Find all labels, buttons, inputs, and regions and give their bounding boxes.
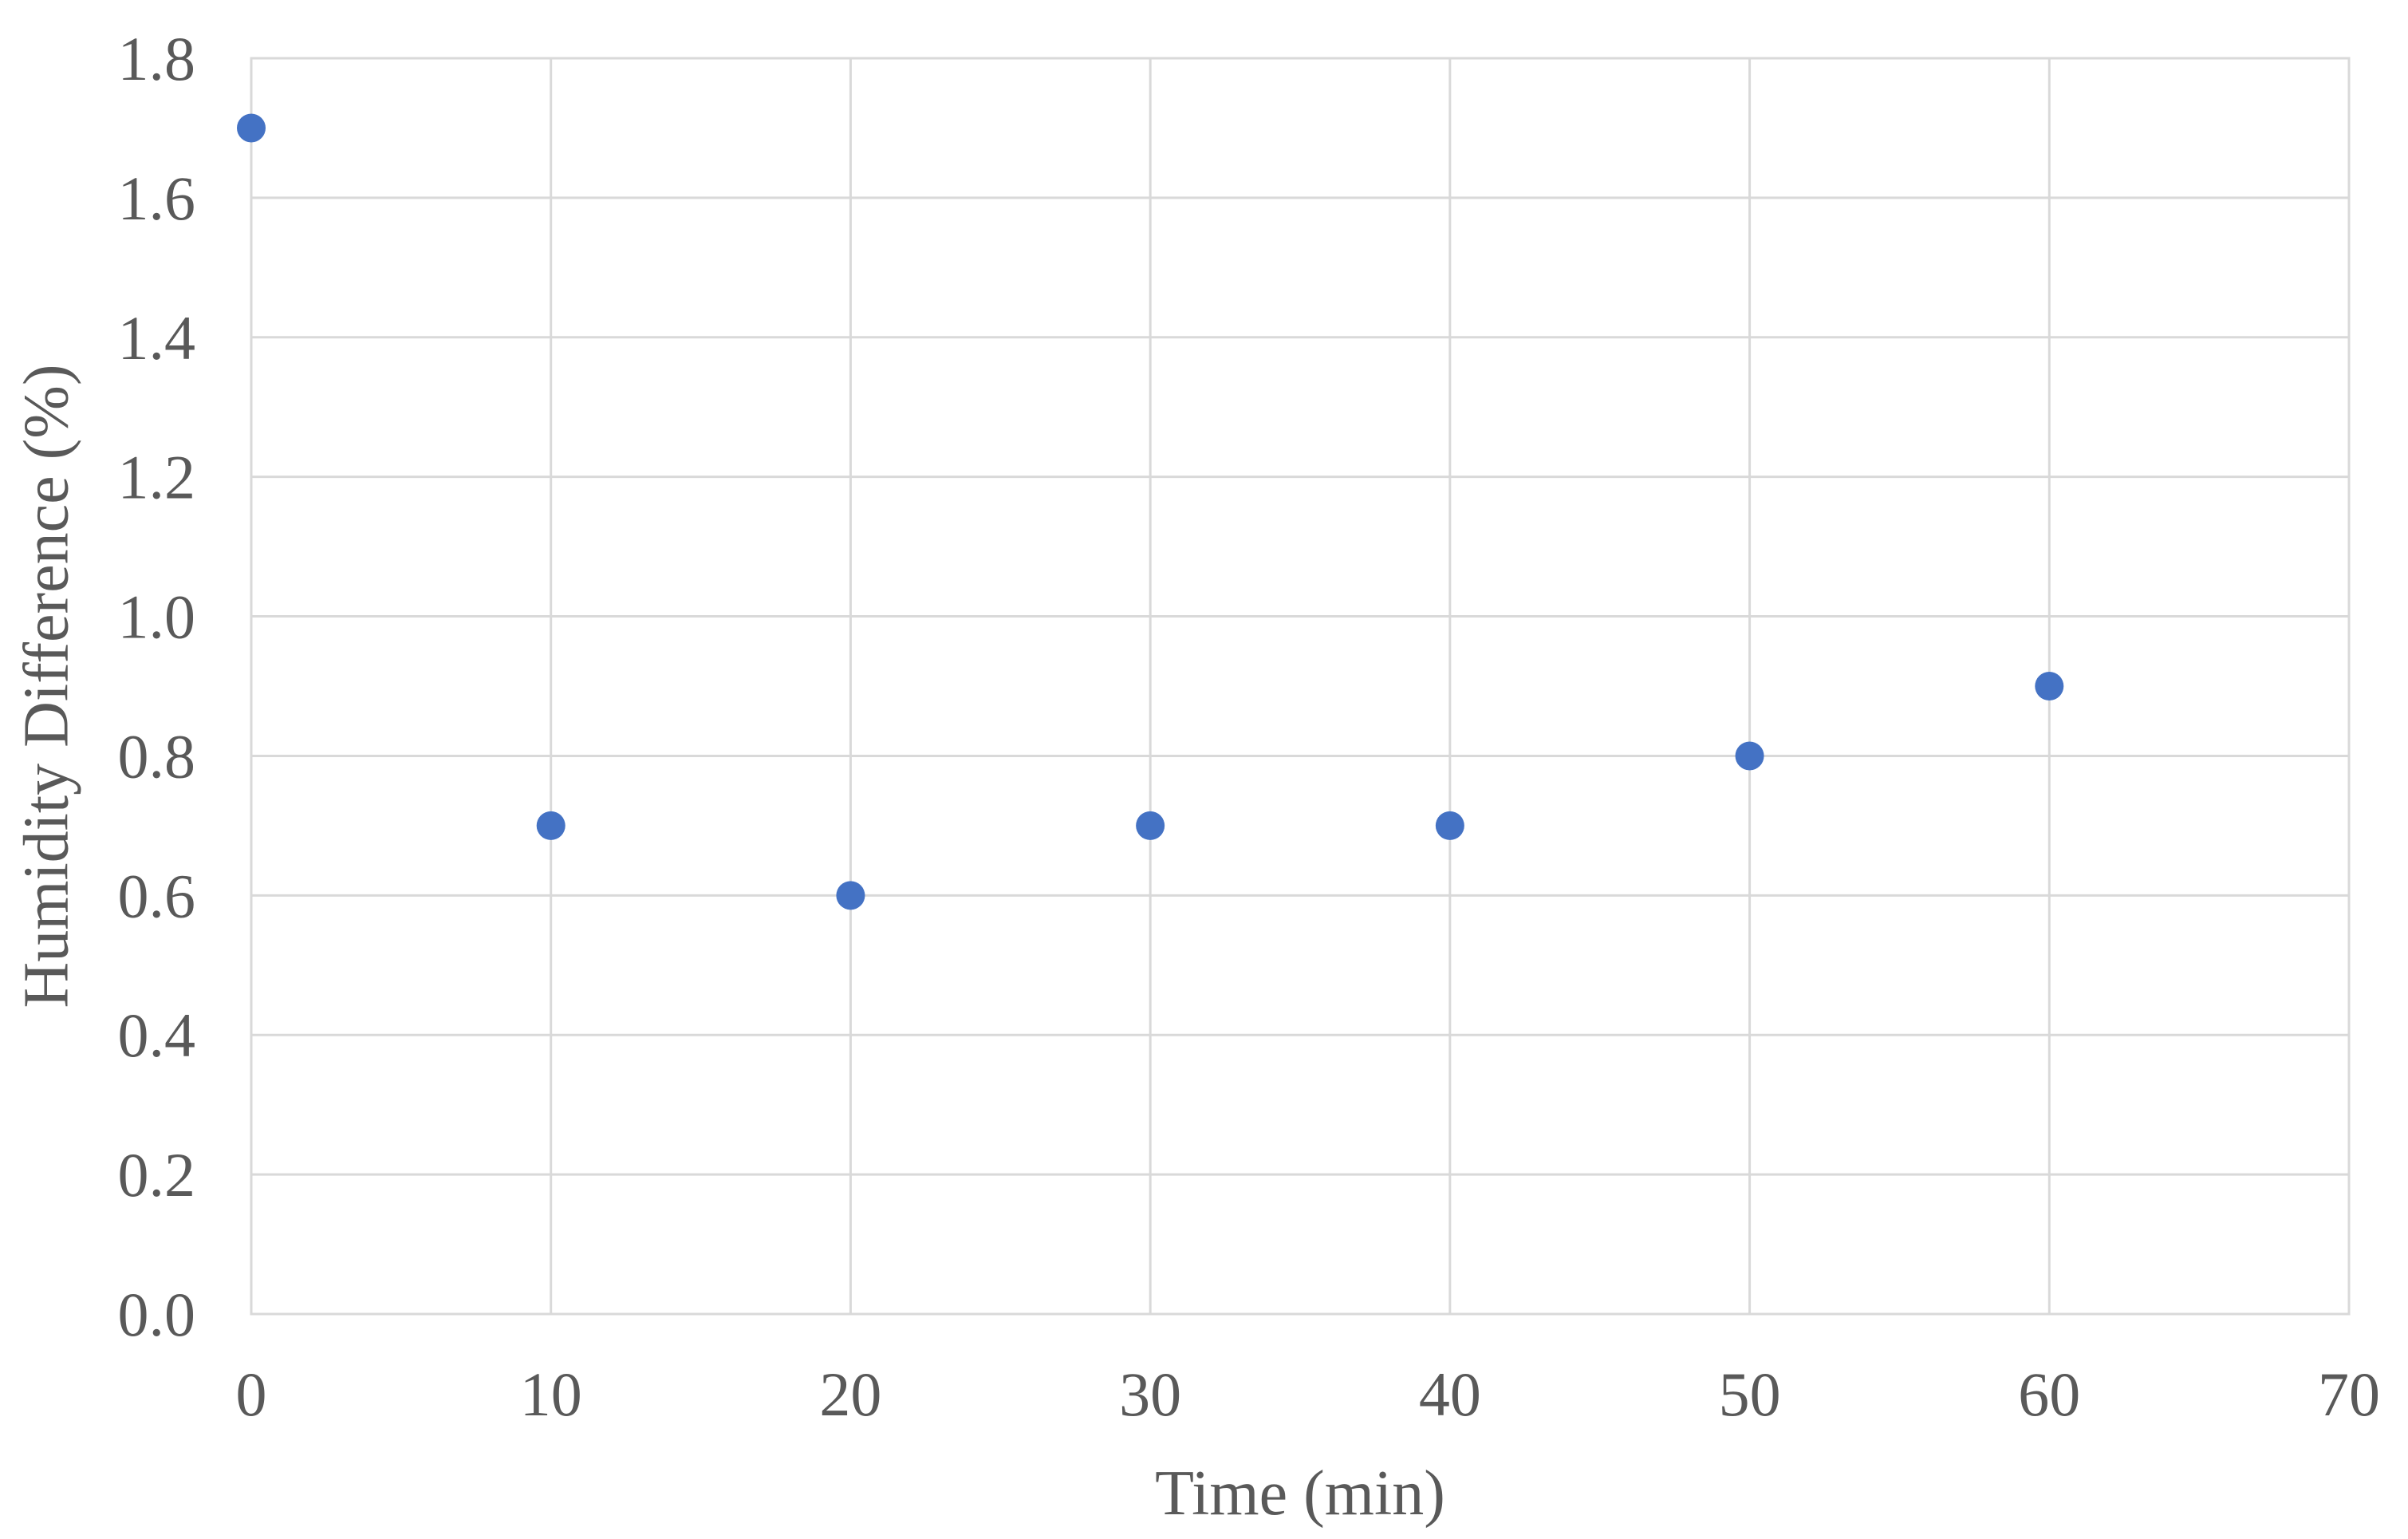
y-tick-label: 0.8 [118, 721, 196, 791]
data-point [836, 881, 865, 910]
data-points [237, 113, 2064, 910]
x-tick-label: 40 [1419, 1359, 1481, 1429]
y-axis-ticks: 0.0 0.2 0.4 0.6 0.8 1.0 1.2 1.4 1.6 1.8 [118, 24, 196, 1349]
y-tick-label: 0.6 [118, 861, 196, 930]
x-tick-label: 20 [819, 1359, 881, 1429]
x-tick-label: 0 [236, 1359, 267, 1429]
data-point [536, 811, 566, 840]
x-axis-ticks: 0 10 20 30 40 50 60 70 [236, 1359, 2381, 1429]
x-tick-label: 70 [2318, 1359, 2380, 1429]
y-tick-label: 1.6 [118, 164, 196, 233]
data-point [237, 113, 266, 143]
y-axis-title: Humidity Difference (%) [11, 364, 81, 1008]
y-tick-label: 1.2 [118, 443, 196, 512]
data-point [2035, 672, 2064, 700]
data-point [1435, 811, 1464, 840]
data-point [1735, 741, 1764, 771]
x-axis-title: Time (min) [1155, 1458, 1445, 1529]
y-tick-label: 1.4 [118, 303, 196, 373]
y-tick-label: 1.8 [118, 24, 196, 93]
y-tick-label: 0.0 [118, 1280, 196, 1349]
x-tick-label: 60 [2018, 1359, 2080, 1429]
y-tick-label: 1.0 [118, 582, 196, 652]
x-tick-label: 50 [1719, 1359, 1781, 1429]
x-tick-label: 30 [1119, 1359, 1181, 1429]
grid-layer [250, 57, 2351, 1316]
data-point [1136, 811, 1165, 840]
plot-area-border [250, 57, 2351, 1316]
x-tick-label: 10 [520, 1359, 582, 1429]
y-tick-label: 0.4 [118, 1000, 196, 1070]
y-tick-label: 0.2 [118, 1140, 196, 1209]
